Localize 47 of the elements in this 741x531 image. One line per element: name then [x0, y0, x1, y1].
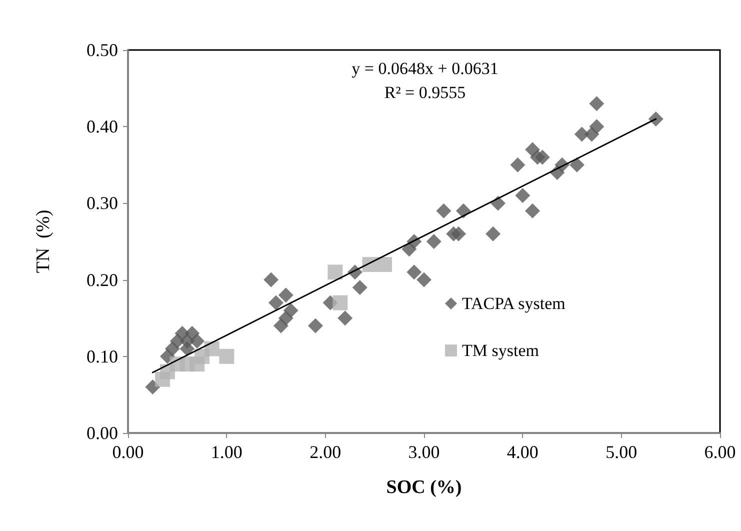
point — [219, 348, 234, 364]
legend-label: TACPA system — [462, 294, 566, 313]
y-tick-label: 0.10 — [86, 346, 118, 366]
point — [569, 157, 584, 172]
point — [377, 256, 392, 272]
point — [648, 111, 664, 126]
point — [510, 157, 526, 172]
point — [180, 341, 195, 356]
point — [190, 334, 205, 349]
point — [332, 295, 348, 310]
point — [283, 302, 298, 318]
legend-label: TM system — [462, 341, 539, 360]
point — [451, 226, 466, 242]
x-tick-label: 1.00 — [210, 442, 242, 462]
point — [278, 288, 294, 303]
point — [338, 310, 353, 326]
x-tick-label: 4.00 — [506, 442, 538, 462]
point — [525, 203, 540, 218]
y-tick-label: 0.40 — [86, 116, 118, 137]
y-axis-title: TN (%) — [33, 210, 54, 274]
point — [436, 203, 452, 218]
point — [416, 272, 432, 288]
point — [328, 264, 343, 280]
x-tick-label: 2.00 — [310, 442, 342, 462]
point — [264, 272, 279, 288]
point — [486, 226, 501, 242]
point — [268, 295, 284, 310]
annotation: R² = 0.9555 — [384, 83, 466, 102]
x-tick-label: 0.00 — [112, 442, 144, 462]
point — [589, 96, 604, 112]
point — [534, 150, 550, 165]
point — [308, 318, 323, 334]
point — [204, 341, 220, 356]
annotation: y = 0.0648x + 0.0631 — [352, 59, 498, 78]
x-tick-label: 3.00 — [408, 442, 440, 462]
point — [515, 188, 530, 204]
point — [352, 280, 368, 295]
y-tick-label: 0.50 — [86, 40, 118, 60]
point — [589, 119, 604, 134]
x-axis-title: SOC (%) — [386, 477, 462, 498]
y-tick-label: 0.30 — [86, 193, 118, 214]
y-tick-label: 0.00 — [86, 423, 118, 443]
x-tick-label: 6.00 — [704, 442, 736, 462]
x-tick-label: 5.00 — [606, 442, 638, 462]
point — [406, 264, 422, 280]
point — [426, 234, 442, 249]
y-tick-label: 0.20 — [86, 270, 118, 290]
